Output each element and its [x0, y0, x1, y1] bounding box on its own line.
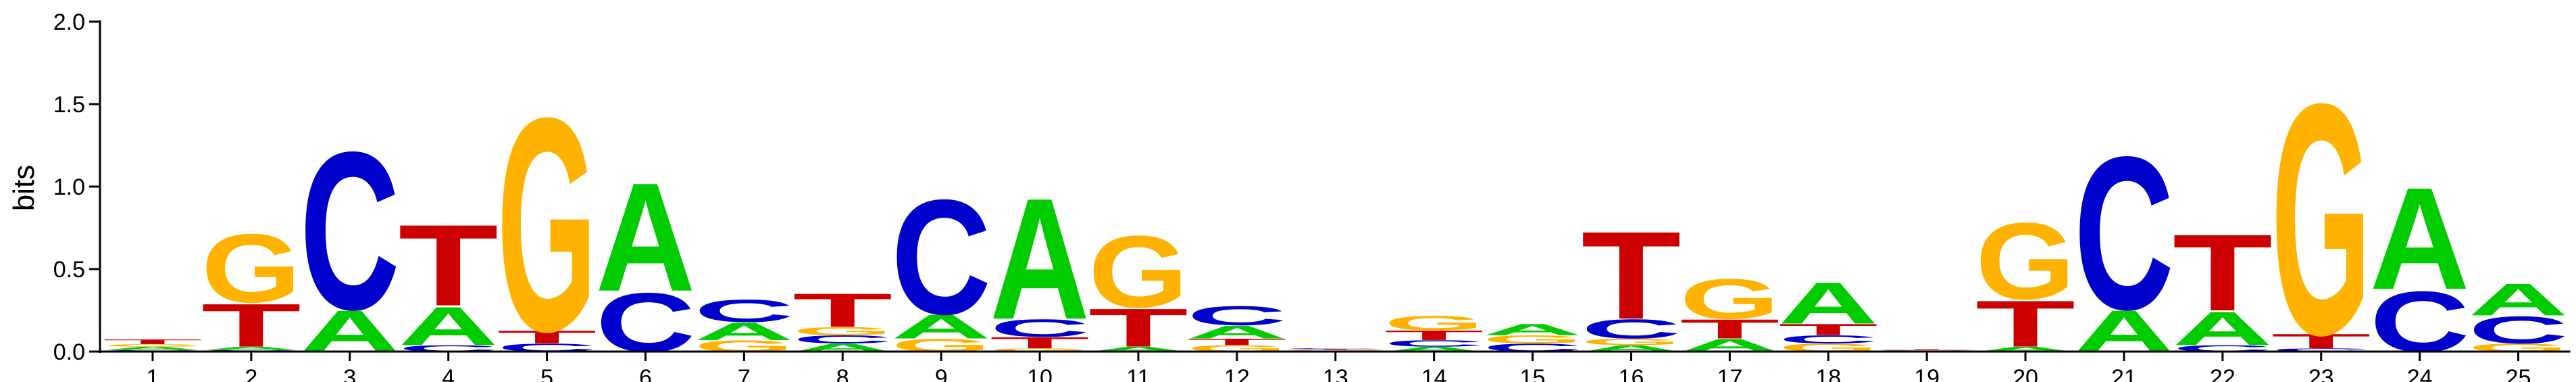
x-tick-label: 4 [442, 365, 455, 382]
logo-glyph-t: T [1088, 297, 1188, 358]
x-tick-label: 9 [935, 365, 948, 382]
logo-glyph-c: C [2469, 308, 2569, 352]
x-tick-label: 20 [2013, 365, 2038, 382]
logo-glyph-a: A [1384, 345, 1484, 353]
x-tick-label: 1 [146, 365, 159, 382]
x-tick-label: 8 [836, 365, 849, 382]
logo-glyph-c: C [990, 314, 1090, 342]
logo-glyph-a: A [2469, 274, 2569, 325]
logo-glyph-c: C [2074, 112, 2174, 356]
logo-glyph-t: T [399, 201, 499, 330]
logo-glyph-c: C [1581, 314, 1681, 344]
logo-glyph-c: C [1384, 339, 1484, 349]
logo-glyph-a: A [694, 318, 794, 345]
y-axis: 0.0 0.5 1.0 1.5 2.0 [53, 9, 101, 365]
logo-glyph-t: T [1877, 349, 1977, 350]
logo-glyph-g: G [2271, 36, 2371, 382]
logo-glyph-g: G [1286, 350, 1386, 351]
logo-glyph-a: A [2370, 158, 2470, 320]
logo-glyph-a: A [1778, 270, 1878, 337]
y-tick-label: 0.5 [53, 257, 85, 283]
logo-glyph-c: C [1187, 301, 1287, 331]
logo-glyph-a: A [2173, 302, 2273, 356]
logo-glyph-t: T [792, 283, 892, 337]
logo-glyph-t: T [1286, 349, 1386, 350]
logo-glyph-g: G [1483, 333, 1583, 346]
x-tick-label: 2 [245, 365, 257, 382]
logo-glyph-c: C [2271, 348, 2371, 353]
x-tick-label: 14 [1421, 365, 1447, 382]
logo-glyph-g: G [103, 343, 203, 348]
logo-glyph-g: G [792, 325, 892, 337]
x-tick-label: 19 [1914, 365, 1940, 382]
logo-glyph-g: G [1384, 312, 1484, 335]
logo-glyph-g: G [1680, 268, 1779, 331]
logo-glyph-t: T [201, 291, 301, 360]
logo-glyph-t: T [1384, 328, 1484, 343]
logo-glyph-g: G [1581, 337, 1681, 347]
logo-glyph-g: G [1088, 215, 1188, 329]
logo-glyph-c: C [300, 105, 400, 356]
logo-glyph-t: T [1975, 287, 2075, 361]
logo-glyph-c: C [1778, 333, 1878, 346]
logo-glyph-c: C [891, 166, 991, 349]
x-tick-label: 15 [1520, 365, 1546, 382]
logo-glyph-g: G [1975, 200, 2075, 322]
logo-glyph-g: G [990, 348, 1090, 353]
logo-glyph-a: A [201, 345, 301, 351]
x-tick-label: 3 [343, 365, 356, 382]
x-tick-label: 10 [1027, 365, 1053, 382]
y-tick-label: 0.0 [53, 339, 85, 365]
x-tick-label: 6 [639, 365, 652, 382]
logo-glyph-g: G [1877, 350, 1977, 351]
logo-glyph-g: G [497, 55, 597, 382]
logo-glyph-a: A [1088, 345, 1188, 353]
y-tick-label: 1.5 [53, 92, 85, 118]
logo-glyph-t: T [103, 338, 203, 345]
x-tick-label: 5 [540, 365, 553, 382]
logo-glyph-g: G [201, 214, 301, 323]
x-tick-label: 17 [1717, 365, 1742, 382]
logo-glyph-a: A [595, 151, 695, 324]
x-tick-label: 21 [2111, 365, 2137, 382]
x-tick-label: 22 [2210, 365, 2236, 382]
x-tick-label: 18 [1815, 365, 1841, 382]
x-axis: 1 2 3 4 5 6 7 8 9 10 11 12 13 14 15 16 17 18 19 20 21 22 23 24 2… [100, 350, 2571, 382]
logo-glyph-t: T [1581, 206, 1681, 345]
logo-glyph-t: T [1778, 320, 1878, 338]
logo-glyph-t: T [497, 327, 597, 347]
logo-glyph-c: C [1286, 348, 1386, 350]
logo-glyph-t: T [1680, 314, 1779, 344]
logo-glyph-a: A [103, 345, 203, 351]
logo-glyph-a: A [1483, 320, 1583, 338]
x-tick-label: 24 [2407, 365, 2433, 382]
logo-glyph-a: A [1975, 345, 2075, 353]
y-axis-title: bits [7, 165, 41, 211]
logo-glyph-a: A [891, 308, 991, 345]
y-tick-label: 1.0 [53, 174, 85, 200]
x-tick-label: 13 [1323, 365, 1348, 382]
x-tick-label: 11 [1126, 365, 1150, 382]
x-tick-label: 23 [2308, 365, 2334, 382]
logo-glyph-t: T [2173, 212, 2273, 333]
logo-glyph-t: T [2271, 330, 2371, 353]
logo-stacks: CAGTCATGACCATCTGCAGACACGTGACGTCAATGGTACA… [103, 36, 2569, 382]
logo-glyph-a: A [990, 163, 1090, 356]
y-tick-label: 2.0 [53, 9, 85, 35]
x-tick-label: 12 [1224, 365, 1250, 382]
logo-glyph-t: T [990, 334, 1090, 352]
x-tick-label: 16 [1619, 365, 1644, 382]
x-tick-label: 7 [738, 365, 751, 382]
logo-glyph-c: C [792, 333, 892, 346]
logo-glyph-c: C [694, 293, 794, 329]
logo-glyph-a: A [399, 296, 499, 357]
logo-glyph-a: A [1187, 322, 1287, 342]
logo-glyph-t: T [1187, 337, 1287, 347]
x-tick-label: 25 [2506, 365, 2531, 382]
